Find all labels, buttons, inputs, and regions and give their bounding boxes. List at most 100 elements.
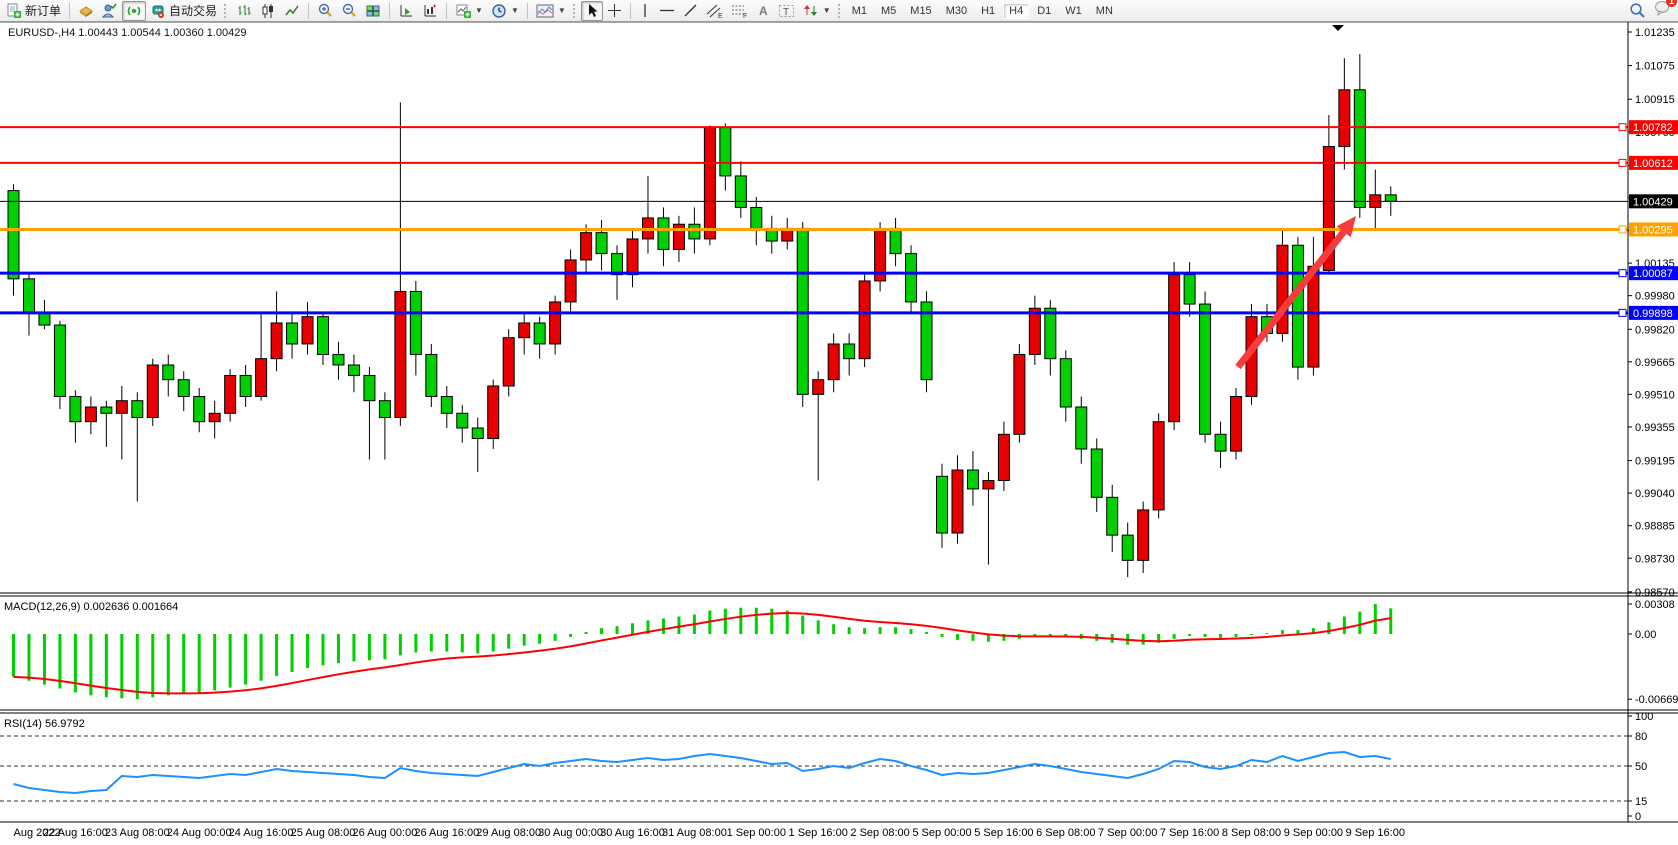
candle-body	[827, 343, 840, 381]
data-window-button[interactable]	[394, 1, 418, 21]
bar-chart-icon	[238, 4, 251, 15]
crosshair-button[interactable]	[603, 1, 626, 21]
new-order-button[interactable]: 新订单	[2, 1, 65, 21]
price-badge	[1629, 155, 1678, 170]
time-axis-label: 30 Aug 00:00	[538, 827, 603, 839]
time-axis-label: 9 Sep 16:00	[1346, 827, 1405, 839]
chart-ohlc-header: EURUSD-,H4 1.00443 1.00544 1.00360 1.004…	[8, 27, 247, 39]
price-tick-label: 0.98730	[1635, 553, 1675, 565]
candle-body	[703, 127, 716, 240]
line-handle[interactable]	[1618, 225, 1627, 234]
candle-body	[471, 427, 484, 440]
timeframe-m1[interactable]: M1	[851, 4, 867, 17]
template-button[interactable]: ▼	[532, 1, 570, 21]
candlestick-chart-button[interactable]	[256, 1, 280, 21]
auto-trading-button[interactable]: 自动交易	[146, 1, 221, 21]
candle-body	[549, 301, 562, 345]
time-axis-label: 26 Aug 00:00	[352, 827, 417, 839]
vertical-line-button[interactable]	[635, 1, 655, 21]
candle-body	[301, 316, 314, 345]
line-handle[interactable]	[1618, 308, 1627, 317]
candle-body	[317, 316, 329, 355]
line-handle[interactable]	[1618, 123, 1627, 132]
candle-body	[1013, 353, 1026, 435]
auto-trading-icon	[152, 5, 165, 18]
arrows-button[interactable]: ▼	[799, 1, 835, 21]
candle-body	[332, 353, 345, 366]
timeframe-h1[interactable]: H1	[981, 4, 996, 17]
profile-button[interactable]	[98, 1, 122, 21]
line-handle[interactable]	[1618, 269, 1627, 278]
candle-body	[595, 232, 608, 255]
price-badge-label: 1.00295	[1633, 224, 1673, 236]
timeframe-m5[interactable]: M5	[881, 4, 897, 17]
text-button[interactable]: A	[752, 1, 774, 21]
timeframe-menu-button[interactable]: ▼	[487, 1, 523, 21]
candle-body	[255, 358, 268, 397]
trend-arrow-annotation[interactable]	[1235, 229, 1347, 370]
candle-body	[425, 353, 438, 397]
candle-body	[162, 364, 175, 381]
time-axis-label: 6 Sep 08:00	[1036, 827, 1095, 839]
candle-body	[193, 395, 206, 423]
zoom-out-button[interactable]	[337, 1, 361, 21]
chart-shift-marker[interactable]	[1332, 25, 1344, 31]
line-chart-button[interactable]	[280, 1, 304, 21]
search-icon[interactable]	[1629, 2, 1646, 19]
candle-body	[1152, 421, 1165, 511]
price-tick-label: 1.01235	[1635, 27, 1675, 39]
trendline-button[interactable]	[679, 1, 702, 21]
bar-chart-button[interactable]	[232, 1, 256, 21]
svg-text:A: A	[759, 4, 768, 18]
tile-windows-button[interactable]	[361, 1, 385, 21]
period-button[interactable]	[418, 1, 442, 21]
price-badge	[1629, 194, 1678, 209]
candle-body	[394, 290, 407, 418]
candle-body	[672, 223, 685, 250]
candle-body	[286, 322, 299, 345]
notifications-button[interactable]: 1	[1654, 0, 1677, 21]
fibonacci-icon: F	[731, 5, 747, 19]
profile-chart-icon	[102, 3, 117, 17]
deposit-button[interactable]	[74, 1, 98, 21]
horizontal-line-button[interactable]	[655, 1, 679, 21]
add-indicator-button[interactable]: ▼	[451, 1, 487, 21]
crosshair-icon	[607, 4, 621, 17]
price-badge-label: 1.00782	[1633, 122, 1673, 134]
candle-body	[69, 395, 82, 423]
candle-body	[750, 206, 763, 229]
candle-body	[858, 280, 871, 360]
timeframe-toolbar: M1 M5 M15 M30 H1 H4 D1 W1 MN	[846, 2, 1119, 19]
cursor-button[interactable]	[580, 0, 603, 21]
timeframe-h4[interactable]: H4	[1003, 2, 1030, 19]
line-handle[interactable]	[1618, 158, 1627, 167]
zoom-in-button[interactable]	[313, 1, 337, 21]
macd-tick-label: -0.006692	[1635, 694, 1678, 706]
timeframe-m30[interactable]: M30	[945, 4, 968, 17]
candle-body	[1121, 534, 1134, 561]
candle-body	[84, 406, 97, 423]
toolbar-separator	[629, 2, 631, 19]
signals-button[interactable]	[122, 0, 147, 21]
candle-body	[456, 412, 469, 429]
timeframe-mn[interactable]: MN	[1095, 4, 1113, 17]
time-axis-label: 1 Sep 00:00	[727, 827, 786, 839]
macd-tick-label: 0.00308	[1635, 599, 1675, 611]
timeframe-m15[interactable]: M15	[910, 4, 932, 17]
candle-body	[1168, 274, 1181, 423]
price-badge-label: 1.00429	[1633, 196, 1673, 208]
price-badge-label: 1.00612	[1633, 158, 1673, 170]
channel-icon: E	[706, 4, 723, 19]
channel-button[interactable]: E	[702, 1, 727, 21]
new-order-icon	[7, 3, 21, 18]
fibonacci-button[interactable]: F	[727, 1, 752, 21]
time-axis-label: 24 Aug 16:00	[229, 827, 294, 839]
time-axis-label: 9 Sep 00:00	[1284, 827, 1343, 839]
macd-indicator-label: MACD(12,26,9) 0.002636 0.001664	[4, 601, 178, 613]
toolbar-grip	[224, 3, 229, 18]
candle-body	[889, 227, 902, 255]
timeframe-w1[interactable]: W1	[1065, 4, 1082, 17]
timeframe-d1[interactable]: D1	[1037, 4, 1052, 17]
text-label-button[interactable]: T	[774, 1, 799, 21]
